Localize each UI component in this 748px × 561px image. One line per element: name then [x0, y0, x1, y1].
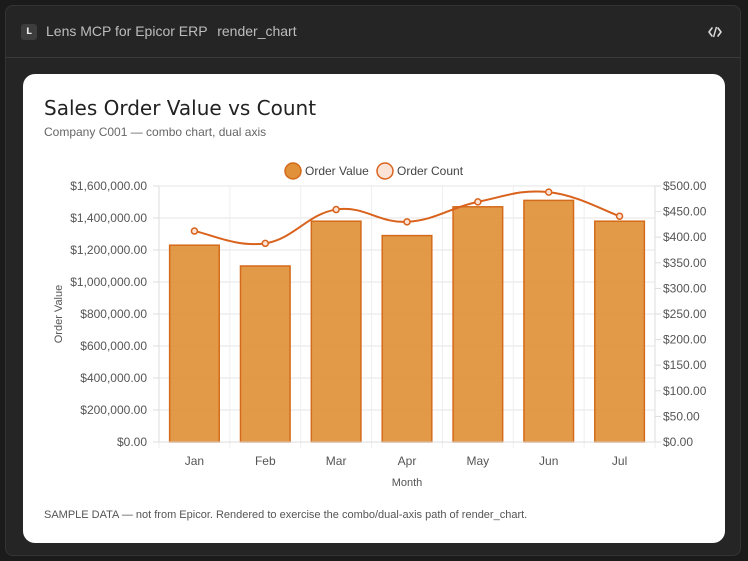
line-series: [190, 188, 624, 248]
y-tick-label: $1,600,000.00: [70, 179, 147, 193]
bar-feb: [239, 265, 291, 443]
chart-subtitle: Company C001 — combo chart, dual axis: [44, 125, 267, 139]
code-icon: [708, 26, 722, 38]
legend-label: Order Value: [305, 164, 369, 178]
app-name: Lens MCP for Epicor ERP: [46, 23, 208, 39]
y2-tick-label: $400.00: [663, 230, 707, 244]
bar-mar: [310, 220, 362, 443]
axes: $0.00 $200,000.00 $400,000.00 $600,000.00 $8…: [53, 179, 707, 489]
y2-tick-label: $300.00: [663, 281, 707, 295]
x-tick-label: Feb: [255, 454, 276, 468]
point-feb: [261, 239, 270, 248]
chart-title: Sales Order Value vs Count: [44, 96, 317, 120]
y2-tick-label: $100.00: [663, 384, 707, 398]
legend-swatch: [284, 162, 302, 180]
tool-name: render_chart: [217, 23, 297, 39]
y-tick-label: $200,000.00: [80, 403, 147, 417]
x-tick-label: Jun: [539, 454, 558, 468]
x-axis-title: Month: [392, 477, 423, 489]
legend-swatch: [376, 162, 394, 180]
legend-item-order-count: Order Count: [376, 162, 464, 180]
x-tick-label: Jan: [185, 454, 204, 468]
y2-tick-label: $0.00: [663, 435, 693, 449]
point-jan: [190, 227, 199, 235]
legend-label: Order Count: [397, 164, 464, 178]
bar-apr: [381, 234, 433, 443]
y-axis-title: Order Value: [53, 285, 65, 344]
legend: Order Value Order Count: [284, 162, 464, 180]
bar-jan: [168, 244, 220, 443]
app-window: L Lens MCP for Epicor ERP render_chart S…: [5, 5, 741, 556]
bar-series: [168, 199, 646, 443]
y2-tick-label: $450.00: [663, 205, 707, 219]
y-tick-label: $800,000.00: [80, 307, 147, 321]
x-tick-label: May: [467, 454, 490, 468]
legend-item-order-value: Order Value: [284, 162, 369, 180]
y-tick-label: $1,200,000.00: [70, 243, 147, 257]
combo-chart: $0.00 $200,000.00 $400,000.00 $600,000.00 $8…: [53, 162, 707, 489]
x-tick-label: Jul: [612, 454, 627, 468]
chart-card: Sales Order Value vs Count Company C001 …: [23, 74, 725, 543]
x-tick-label: Mar: [326, 454, 347, 468]
y2-tick-label: $50.00: [663, 409, 700, 423]
y2-tick-label: $250.00: [663, 307, 707, 321]
x-tick-label: Apr: [398, 454, 417, 468]
view-code-button[interactable]: [704, 22, 726, 42]
y2-tick-label: $200.00: [663, 333, 707, 347]
y-tick-label: $1,400,000.00: [70, 211, 147, 225]
app-logo-icon: L: [21, 24, 37, 40]
y-tick-label: $1,000,000.00: [70, 275, 147, 289]
point-mar: [332, 205, 340, 214]
y-tick-label: $0.00: [117, 435, 147, 449]
y2-tick-label: $350.00: [663, 256, 707, 270]
point-may: [474, 198, 482, 206]
y2-tick-label: $150.00: [663, 358, 707, 372]
point-jul: [615, 212, 624, 220]
bar-jun: [523, 199, 575, 443]
y2-tick-label: $500.00: [663, 179, 707, 193]
point-jun: [544, 188, 553, 196]
y-tick-label: $400,000.00: [80, 371, 147, 385]
window-title: Lens MCP for Epicor ERP render_chart: [46, 23, 297, 39]
sample-data-note: SAMPLE DATA — not from Epicor. Rendered …: [44, 509, 528, 521]
bar-jul: [594, 220, 646, 443]
bar-may: [452, 206, 504, 443]
point-apr: [403, 218, 411, 226]
y-tick-label: $600,000.00: [80, 339, 147, 353]
title-bar: L Lens MCP for Epicor ERP render_chart: [6, 6, 740, 58]
